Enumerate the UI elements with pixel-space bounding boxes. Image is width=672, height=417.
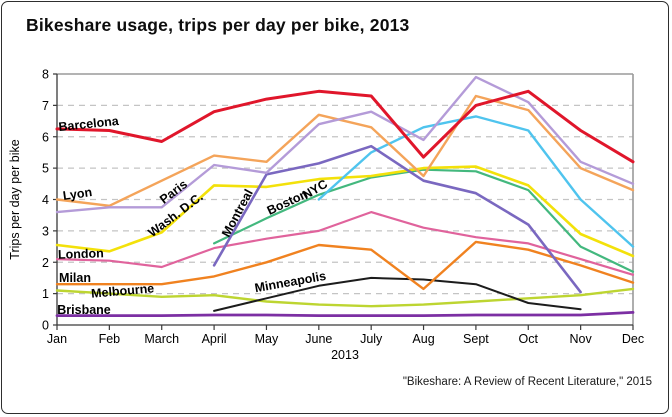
city-label-brisbane: Brisbane [57,303,111,317]
x-axis-title: 2013 [331,348,359,362]
chart-title: Bikeshare usage, trips per day per bike,… [26,15,410,35]
city-label-minneapolis: Minneapolis [254,269,328,295]
series-line-barcelona [55,89,635,164]
series-line-boston [213,168,635,273]
series-line-minneapolis [213,276,582,312]
city-label-barcelona: Barcelona [58,114,121,134]
y-tick-label: 5 [42,162,49,176]
x-tick-label: Nov [570,332,593,346]
x-tick-label: Aug [412,332,434,346]
y-axis-title: Trips per day per bike [8,139,22,259]
city-label-london: London [58,246,104,262]
series-line-brisbane [55,310,635,318]
y-tick-label: 8 [42,68,49,82]
y-tick-label: 3 [42,224,49,238]
x-tick-label: Jan [47,332,67,346]
x-tick-label: Feb [99,332,121,346]
y-tick-label: 4 [42,193,49,207]
city-label-lyon: Lyon [62,185,93,203]
y-tick-label: 7 [42,99,49,113]
x-tick-label: Oct [519,332,539,346]
series-line-nyc [317,115,635,248]
source-note: "Bikeshare: A Review of Recent Literatur… [402,376,652,388]
series-line-montreal [212,144,582,294]
y-tick-label: 6 [42,130,49,144]
series-line-london [55,211,635,276]
x-tick-label: Sept [463,332,489,346]
series-line-milan [55,240,635,291]
y-tick-label: 2 [42,256,49,270]
y-tick-label: 0 [42,319,49,333]
x-tick-label: March [144,332,179,346]
x-tick-label: July [360,332,383,346]
city-label-milan: Milan [59,271,91,285]
series-line-paris [55,75,635,214]
x-tick-label: June [305,332,332,346]
x-tick-label: Dec [622,332,644,346]
x-tick-label: April [202,332,227,346]
series-line-lyon [55,94,635,208]
city-label-melbourne: Melbourne [91,281,155,300]
x-tick-label: May [255,332,279,346]
series-line-melbourne [55,287,635,308]
y-tick-label: 1 [42,287,49,301]
